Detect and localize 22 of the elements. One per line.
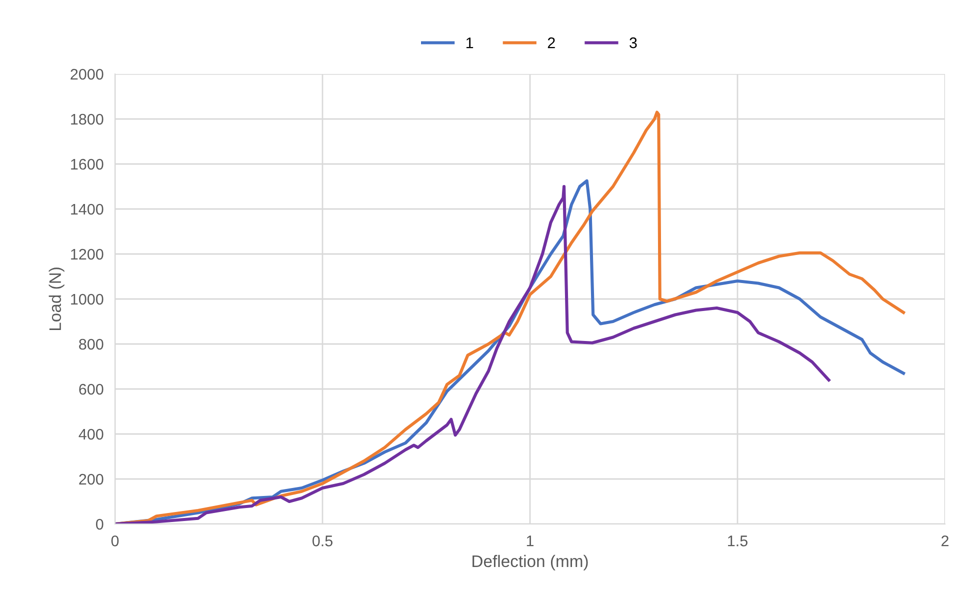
- x-tick-label: 1: [526, 536, 534, 546]
- legend-label: 1: [466, 38, 474, 48]
- line-series: [115, 110, 906, 524]
- y-tick-label: 1400: [71, 204, 104, 215]
- legend-label: 2: [548, 37, 555, 48]
- y-axis-title: Load (N): [48, 268, 64, 330]
- y-tick-label: 400: [78, 428, 104, 440]
- y-tick-label: 1200: [71, 248, 104, 260]
- y-tick-label: 200: [79, 474, 104, 485]
- y-tick-label: 1000: [71, 294, 104, 305]
- y-tick-label: 1800: [71, 114, 104, 125]
- x-tick-label: 0: [111, 536, 119, 546]
- y-tick-label: 600: [79, 384, 104, 395]
- x-tick-label: 2: [942, 536, 948, 546]
- y-tick-label: 800: [79, 338, 104, 350]
- y-tick-label: 0: [96, 518, 104, 530]
- y-tick-label: 2000: [70, 68, 104, 80]
- legend-label: 3: [630, 37, 637, 48]
- y-tick-label: 1600: [71, 158, 104, 170]
- x-tick-label: 1.5: [728, 536, 748, 546]
- x-tick-label: 0.5: [312, 536, 332, 546]
- x-axis-title: Deflection (mm): [472, 554, 588, 570]
